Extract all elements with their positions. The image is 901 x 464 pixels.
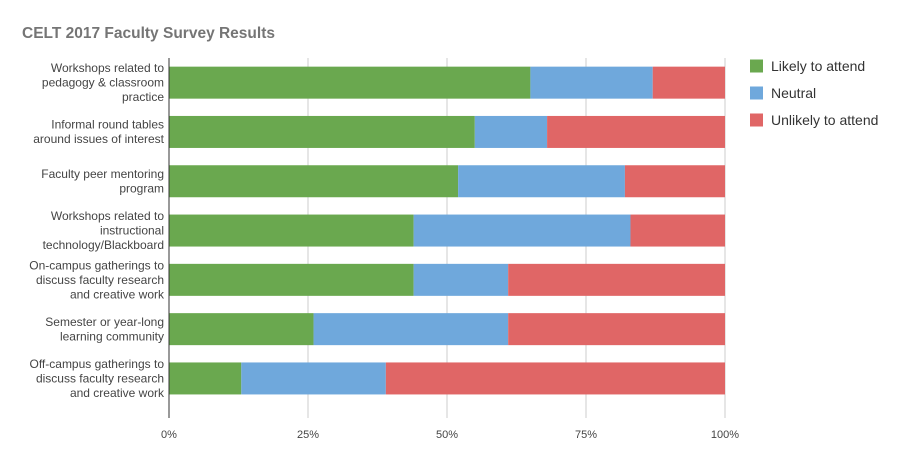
bar-segment: [169, 165, 459, 198]
category-label: Workshops related to instructional technol…: [43, 209, 165, 252]
legend-swatch: [750, 113, 763, 127]
bar-segment: [474, 115, 548, 148]
category-label: Workshops related to pedagogy & classroom…: [42, 61, 164, 104]
x-tick-label: 50%: [436, 429, 458, 441]
category-label: Faculty peer mentoring program: [41, 167, 164, 196]
bar-segment: [652, 66, 725, 99]
bar-segment: [530, 66, 653, 99]
legend-swatch: [750, 59, 763, 73]
category-label: Informal round tables around issues of in…: [33, 118, 164, 147]
bar-segment: [508, 263, 725, 296]
bar-segment: [241, 362, 386, 395]
bar-segment: [169, 115, 475, 148]
chart-title: CELT 2017 Faculty Survey Results: [22, 25, 275, 42]
x-tick-label: 100%: [711, 429, 739, 441]
legend-label: Neutral: [771, 85, 816, 101]
category-label: Semester or year-long learning community: [45, 315, 164, 344]
legend-label: Likely to attend: [771, 58, 865, 74]
bar-segment: [413, 263, 509, 296]
bar-segment: [458, 165, 625, 198]
legend: Likely to attend Neutral Unlikely to atten…: [750, 58, 878, 128]
category-label: On-campus gatherings to discuss faculty r…: [29, 258, 165, 301]
x-tick-labels: 0% 25% 50% 75% 100%: [161, 429, 739, 441]
bar-segment: [508, 313, 725, 346]
bar-segment: [169, 214, 414, 247]
legend-label: Unlikely to attend: [771, 112, 878, 128]
bar-segment: [169, 263, 414, 296]
bars-layer: [169, 66, 725, 395]
legend-swatch: [750, 86, 763, 100]
bar-segment: [385, 362, 725, 395]
bar-segment: [630, 214, 725, 247]
bar-segment: [169, 66, 531, 99]
bar-segment: [547, 115, 725, 148]
bar-segment: [169, 313, 314, 346]
x-tick-label: 0%: [161, 429, 177, 441]
category-label: Off-campus gatherings to discuss faculty …: [29, 357, 165, 400]
bar-segment: [169, 362, 242, 395]
bar-segment: [413, 214, 631, 247]
bar-segment: [624, 165, 725, 198]
x-tick-label: 75%: [575, 429, 597, 441]
bar-segment: [313, 313, 509, 346]
category-labels: Workshops related to pedagogy & classroom…: [29, 61, 165, 400]
x-tick-label: 25%: [297, 429, 319, 441]
